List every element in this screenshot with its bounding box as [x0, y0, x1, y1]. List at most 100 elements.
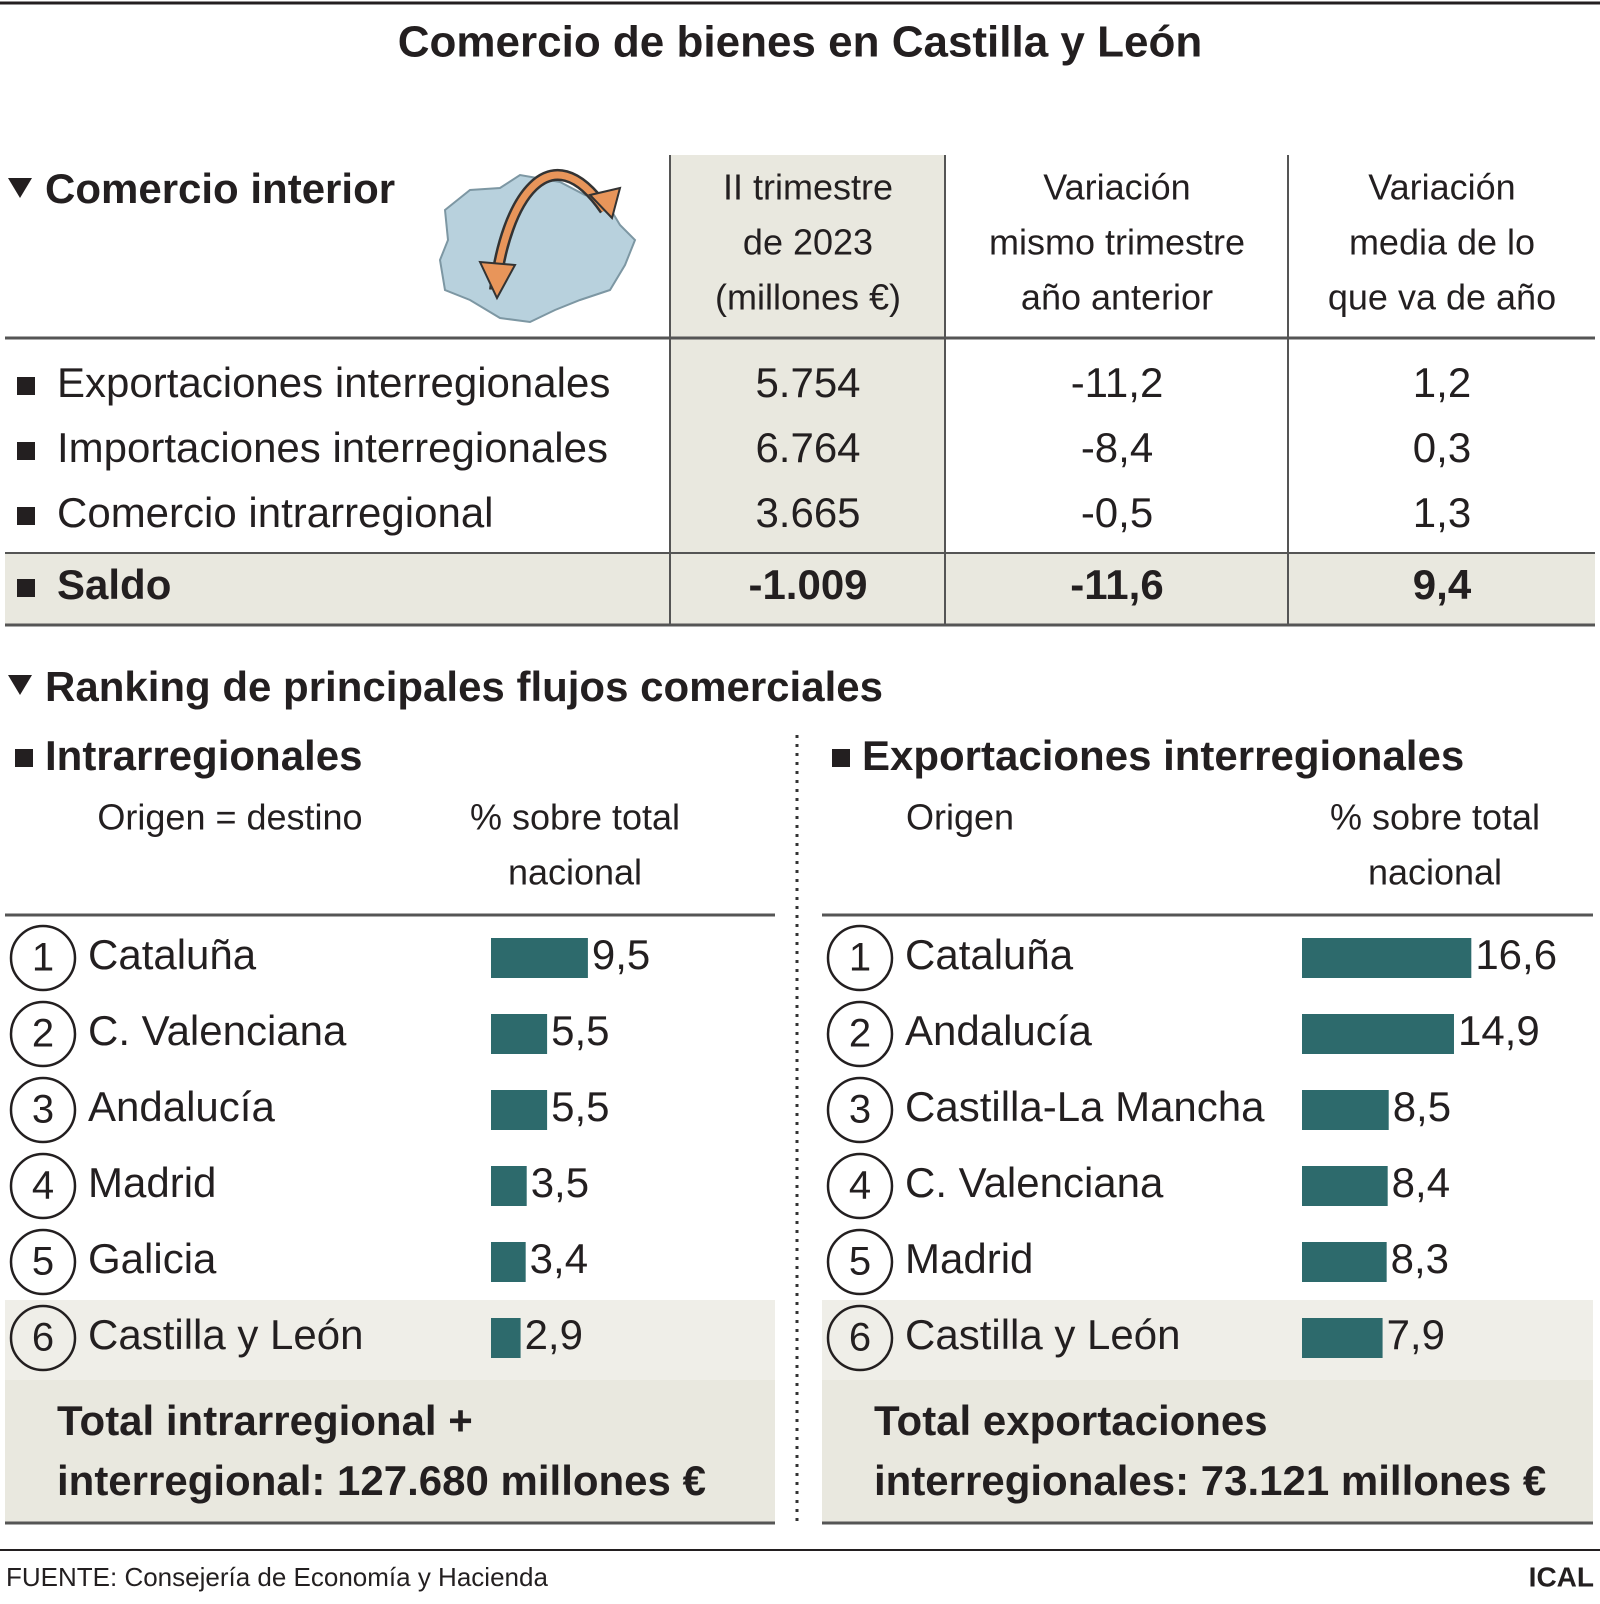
rank-circle — [826, 1152, 894, 1220]
total-text: Total exportaciones — [874, 1397, 1268, 1444]
value-label: 5,5 — [551, 1083, 609, 1130]
rank-circle — [826, 1000, 894, 1068]
section-bullet — [832, 749, 850, 767]
table-cell: -0,5 — [1081, 489, 1153, 536]
rank-circle — [826, 1076, 894, 1144]
section-marker — [8, 675, 32, 695]
table-cell: -11,6 — [1070, 561, 1163, 608]
table-cell: 1,3 — [1413, 489, 1471, 536]
chart-title: Intrarregionales — [45, 732, 362, 779]
column-header: mismo trimestre — [989, 222, 1245, 263]
column-header: media de lo — [1349, 222, 1535, 263]
table-cell: -11,2 — [1071, 359, 1164, 406]
rank-number: 6 — [32, 1316, 54, 1360]
value-label: 7,9 — [1387, 1311, 1445, 1358]
total-box — [5, 1380, 775, 1522]
value-label: 8,4 — [1392, 1159, 1450, 1206]
value-label: 5,5 — [551, 1007, 609, 1054]
row-bullet — [17, 579, 35, 597]
column-header: Variación — [1368, 167, 1515, 208]
bar — [1302, 1166, 1388, 1206]
column-header: % sobre total — [470, 797, 680, 838]
arrow — [491, 171, 608, 291]
title: Comercio de bienes en Castilla y León — [398, 18, 1202, 67]
bar — [1302, 1242, 1387, 1282]
highlight-row — [5, 1300, 775, 1380]
map-icon — [438, 169, 637, 324]
column-header: nacional — [508, 852, 642, 893]
rank-circle — [9, 1304, 77, 1372]
category-label: Andalucía — [905, 1007, 1092, 1054]
rank-number: 3 — [849, 1088, 871, 1132]
category-label: Castilla y León — [905, 1311, 1180, 1358]
rank-circle — [9, 1152, 77, 1220]
table-cell: 3.665 — [755, 489, 860, 536]
table-cell: 0,3 — [1413, 424, 1471, 471]
bar — [1302, 1090, 1389, 1130]
bar — [491, 1090, 548, 1130]
category-label: Madrid — [905, 1235, 1033, 1282]
value-label: 3,5 — [531, 1159, 589, 1206]
chart-title: Exportaciones interregionales — [862, 732, 1464, 779]
table-cell: 1,2 — [1413, 359, 1471, 406]
row-bullet — [17, 377, 35, 395]
rank-number: 6 — [849, 1316, 871, 1360]
section-bullet — [15, 749, 33, 767]
row-bullet — [17, 507, 35, 525]
total-text: interregional: 127.680 millones € — [57, 1457, 706, 1504]
table-cell: 6.764 — [755, 424, 860, 471]
rank-circle — [9, 1076, 77, 1144]
map-shape — [438, 173, 637, 324]
column-header: de 2023 — [743, 222, 873, 263]
table-cell: -1.009 — [748, 561, 867, 608]
rank-number: 1 — [849, 936, 871, 980]
section-marker — [8, 178, 32, 198]
bar — [491, 938, 588, 978]
rank-number: 1 — [32, 936, 54, 980]
table-cell: -8,4 — [1081, 424, 1153, 471]
section-heading: Comercio interior — [45, 165, 395, 212]
total-text: Total intrarregional + — [57, 1397, 473, 1444]
rank-number: 5 — [32, 1240, 54, 1284]
bar — [1302, 1014, 1454, 1054]
rank-circle — [9, 1228, 77, 1296]
category-label: C. Valenciana — [905, 1159, 1164, 1206]
rank-number: 5 — [849, 1240, 871, 1284]
column-header: que va de año — [1328, 277, 1556, 318]
credit: ICAL — [1529, 1561, 1594, 1592]
category-label: Castilla-La Mancha — [905, 1083, 1265, 1130]
column-header: II trimestre — [723, 167, 893, 208]
row-label: Importaciones interregionales — [57, 424, 608, 471]
column-shade — [670, 155, 945, 553]
bar — [491, 1242, 526, 1282]
section-heading: Ranking de principales flujos comerciale… — [45, 663, 883, 710]
row-bullet — [17, 442, 35, 460]
table-cell: 5.754 — [755, 359, 860, 406]
value-label: 2,9 — [525, 1311, 583, 1358]
category-label: Cataluña — [905, 931, 1074, 978]
column-header: Origen — [906, 797, 1014, 838]
column-header: (millones €) — [715, 277, 901, 318]
rank-circle — [826, 1228, 894, 1296]
column-header: % sobre total — [1330, 797, 1540, 838]
highlight-row — [822, 1300, 1593, 1380]
category-label: C. Valenciana — [88, 1007, 347, 1054]
rank-number: 2 — [32, 1012, 54, 1056]
value-label: 8,3 — [1391, 1235, 1449, 1282]
category-label: Castilla y León — [88, 1311, 363, 1358]
row-label: Saldo — [57, 561, 171, 608]
rank-circle — [9, 1000, 77, 1068]
arrow-head — [478, 260, 517, 301]
bar — [1302, 938, 1472, 978]
rank-circle — [826, 1304, 894, 1372]
category-label: Cataluña — [88, 931, 257, 978]
column-header: Variación — [1043, 167, 1190, 208]
value-label: 16,6 — [1475, 931, 1557, 978]
saldo-shade — [5, 553, 1595, 625]
rank-number: 4 — [32, 1164, 54, 1208]
value-label: 3,4 — [530, 1235, 588, 1282]
category-label: Galicia — [88, 1235, 217, 1282]
rank-circle — [826, 924, 894, 992]
